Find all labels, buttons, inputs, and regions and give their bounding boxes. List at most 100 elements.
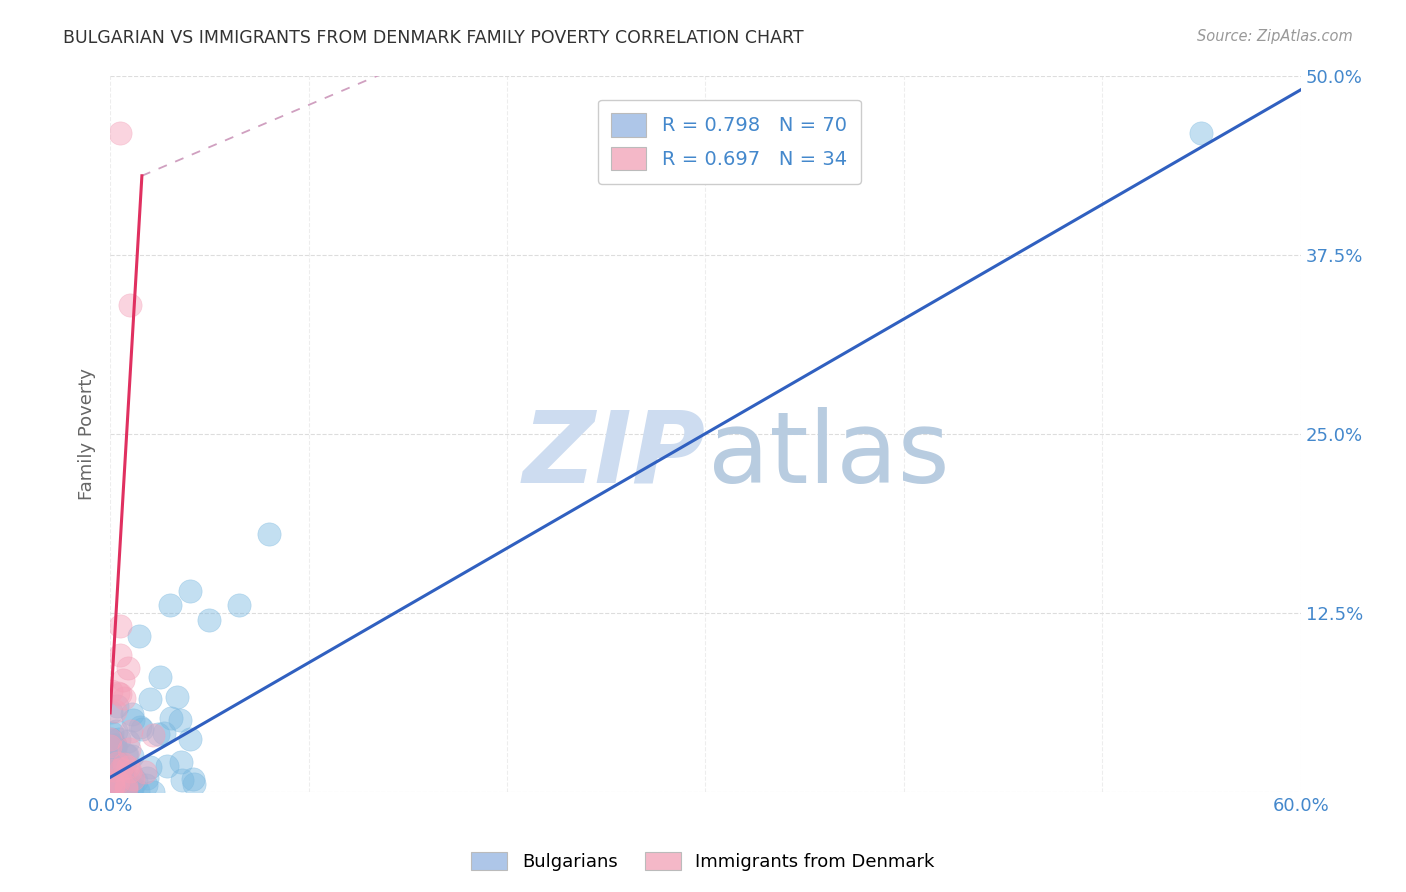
Point: [110, 767, 132, 781]
Point: [107, 775, 129, 789]
Point: [170, 773, 193, 788]
Point: [105, 699, 128, 714]
Point: [156, 759, 179, 773]
Point: [121, 714, 143, 728]
Point: [115, 748, 138, 763]
Point: [107, 686, 129, 700]
Point: [121, 748, 143, 763]
Point: [1191, 126, 1213, 140]
Point: [134, 764, 156, 779]
Point: [152, 725, 174, 739]
Point: [121, 781, 143, 796]
Point: [103, 749, 125, 764]
Point: [104, 724, 127, 739]
Point: [135, 771, 157, 785]
Point: [108, 126, 131, 140]
Point: [181, 772, 204, 787]
Point: [117, 748, 139, 763]
Point: [100, 731, 122, 746]
Point: [117, 781, 139, 796]
Point: [101, 778, 124, 792]
Text: atlas: atlas: [707, 407, 949, 504]
Point: [104, 738, 127, 752]
Point: [104, 781, 127, 796]
Point: [108, 687, 131, 701]
Point: [110, 762, 132, 776]
Point: [127, 784, 149, 798]
Point: [159, 599, 181, 613]
Point: [114, 779, 136, 793]
Point: [103, 763, 125, 777]
Point: [142, 728, 165, 742]
Point: [146, 727, 169, 741]
Point: [105, 756, 128, 771]
Point: [142, 784, 165, 798]
Point: [114, 772, 136, 786]
Point: [118, 742, 141, 756]
Point: [160, 711, 183, 725]
Point: [179, 584, 201, 599]
Point: [98, 739, 121, 754]
Point: [110, 782, 132, 797]
Point: [139, 691, 162, 706]
Point: [108, 758, 131, 772]
Point: [101, 774, 124, 789]
Point: [125, 774, 148, 789]
Point: [135, 778, 157, 792]
Point: [108, 756, 131, 771]
Point: [129, 720, 152, 734]
Point: [169, 713, 191, 727]
Point: [112, 780, 135, 795]
Point: [121, 706, 143, 721]
Point: [138, 760, 160, 774]
Point: [107, 780, 129, 795]
Text: ZIP: ZIP: [523, 407, 706, 504]
Point: [108, 648, 131, 662]
Point: [128, 630, 150, 644]
Text: BULGARIAN VS IMMIGRANTS FROM DENMARK FAMILY POVERTY CORRELATION CHART: BULGARIAN VS IMMIGRANTS FROM DENMARK FAM…: [63, 29, 804, 46]
Point: [103, 783, 125, 797]
Point: [104, 740, 127, 755]
Point: [112, 673, 135, 688]
Point: [170, 755, 193, 769]
Point: [121, 780, 143, 794]
Point: [122, 772, 145, 786]
Point: [131, 722, 153, 736]
Point: [118, 775, 141, 789]
Point: [118, 764, 141, 779]
Point: [103, 772, 125, 787]
Point: [112, 769, 135, 783]
Text: Source: ZipAtlas.com: Source: ZipAtlas.com: [1197, 29, 1353, 44]
Point: [101, 764, 124, 779]
Point: [100, 762, 122, 776]
Point: [104, 777, 127, 791]
Legend: Bulgarians, Immigrants from Denmark: Bulgarians, Immigrants from Denmark: [464, 845, 942, 879]
Point: [108, 765, 131, 780]
Point: [100, 779, 122, 793]
Point: [198, 613, 221, 627]
Point: [120, 724, 142, 739]
Point: [117, 760, 139, 774]
Point: [183, 777, 205, 791]
Point: [104, 704, 127, 718]
Point: [101, 726, 124, 740]
Point: [104, 738, 127, 752]
Legend: R = 0.798   N = 70, R = 0.697   N = 34: R = 0.798 N = 70, R = 0.697 N = 34: [598, 100, 860, 184]
Point: [104, 739, 127, 754]
Point: [121, 769, 143, 783]
Point: [112, 690, 135, 705]
Point: [117, 661, 139, 675]
Point: [100, 771, 122, 785]
Point: [107, 770, 129, 784]
Point: [179, 731, 201, 746]
Point: [103, 779, 125, 793]
Point: [166, 690, 188, 704]
Point: [115, 781, 138, 796]
Point: [100, 732, 122, 747]
Point: [108, 619, 131, 633]
Point: [100, 683, 122, 698]
Y-axis label: Family Poverty: Family Poverty: [79, 368, 96, 500]
Point: [117, 734, 139, 748]
Point: [100, 705, 122, 719]
Point: [149, 670, 172, 684]
